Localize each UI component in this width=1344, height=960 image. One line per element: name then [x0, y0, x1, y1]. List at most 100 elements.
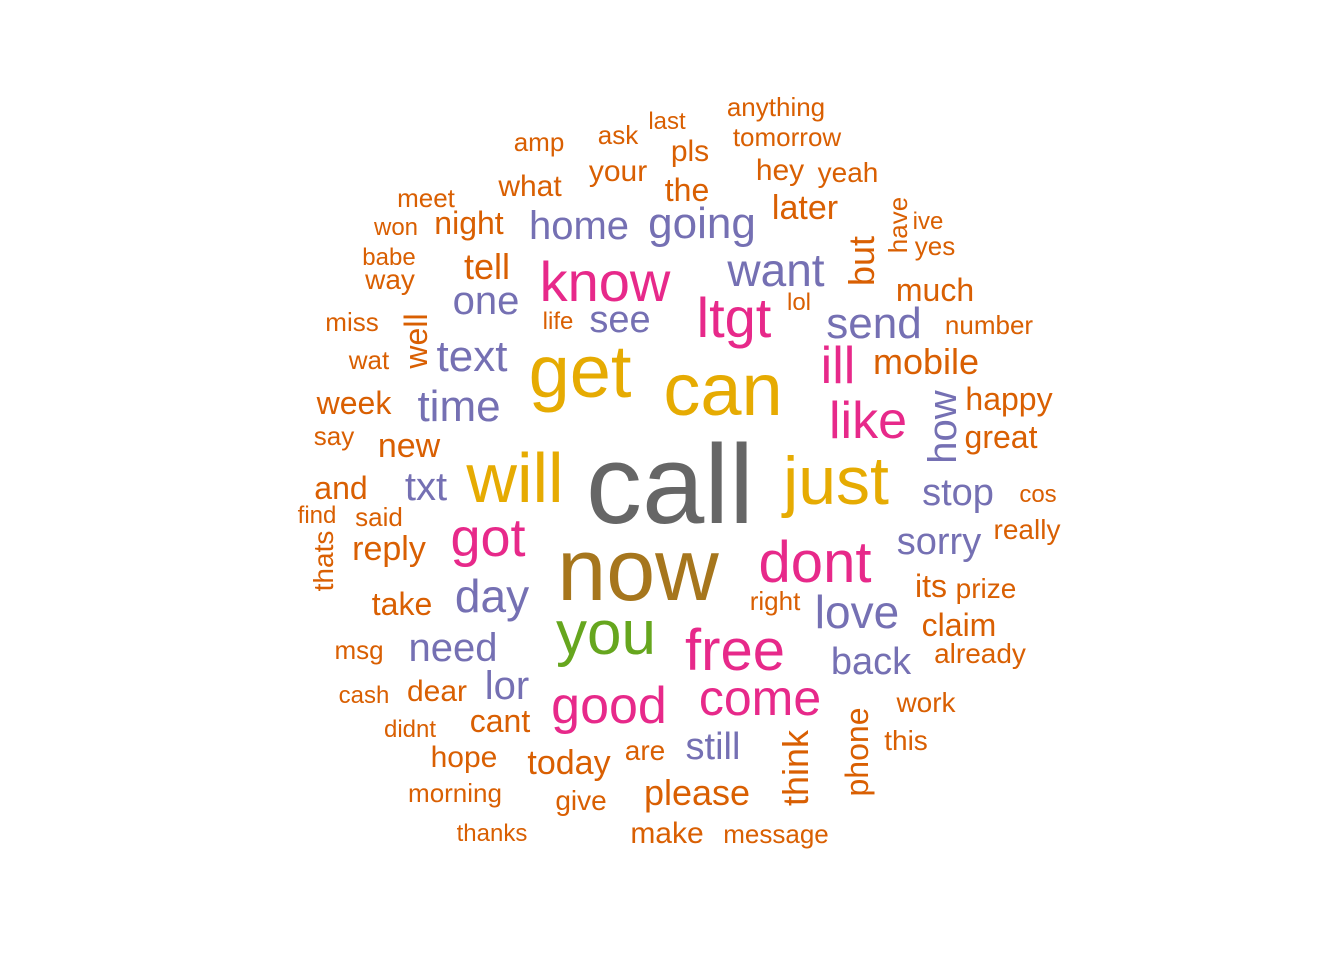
word-have: have [883, 196, 913, 254]
word-number: number [944, 310, 1034, 340]
word-anything: anything [726, 92, 826, 122]
word-cos: cos [1019, 481, 1057, 508]
word-are: are [624, 735, 666, 766]
word-day: day [454, 570, 530, 622]
word-claim: claim [921, 607, 997, 643]
word-its: its [915, 568, 947, 604]
word-going: going [648, 199, 756, 248]
word-now: now [557, 520, 719, 619]
word-cant: cant [469, 703, 531, 739]
word-right: right [749, 586, 801, 616]
word-already: already [934, 638, 1026, 669]
word-tell: tell [463, 246, 511, 287]
word-today: today [527, 744, 611, 782]
word-night: night [434, 205, 504, 241]
word-babe: babe [362, 244, 416, 271]
word-how: how [921, 390, 965, 464]
word-say: say [313, 421, 355, 451]
word-dont: dont [758, 530, 872, 595]
word-hey: hey [755, 154, 805, 187]
word-think: think [775, 729, 816, 807]
word-pls: pls [670, 135, 710, 168]
word-make: make [630, 817, 704, 850]
word-ive: ive [912, 208, 944, 235]
word-find: find [297, 502, 337, 529]
word-morning: morning [408, 778, 502, 808]
word-need: need [408, 626, 498, 670]
word-won: won [373, 214, 419, 241]
word-still: still [685, 726, 741, 768]
word-meet: meet [397, 183, 455, 213]
word-ltgt: ltgt [696, 286, 772, 349]
word-home: home [528, 204, 630, 248]
word-dear: dear [406, 675, 468, 708]
word-life: life [542, 308, 574, 335]
word-will: will [466, 439, 564, 517]
word-one: one [452, 279, 520, 323]
word-sorry: sorry [896, 521, 982, 563]
word-ask: ask [597, 120, 639, 150]
word-this: this [884, 725, 928, 756]
word-msg: msg [334, 635, 384, 665]
word-free: free [685, 618, 785, 683]
word-time: time [417, 382, 501, 431]
word-love: love [814, 586, 900, 638]
word-ill: ill [820, 337, 856, 395]
word-later: later [771, 189, 839, 227]
word-amp: amp [513, 127, 565, 157]
word-lol: lol [786, 289, 812, 316]
word-really: really [993, 514, 1061, 545]
word-call: call [585, 422, 755, 547]
word-way: way [365, 264, 415, 295]
word-new: new [377, 427, 441, 465]
word-your: your [588, 155, 648, 188]
word-yeah: yeah [817, 157, 879, 188]
word-but: but [841, 235, 882, 287]
word-thats: thats [308, 530, 339, 592]
word-well: well [398, 313, 434, 369]
word-week: week [316, 385, 392, 421]
word-you: you [556, 599, 656, 668]
word-see: see [589, 299, 651, 341]
word-just: just [783, 443, 889, 519]
word-prize: prize [955, 573, 1017, 604]
word-good: good [551, 677, 667, 735]
word-can: can [663, 348, 783, 431]
word-thanks: thanks [456, 820, 528, 847]
word-wat: wat [348, 345, 390, 375]
word-please: please [643, 772, 751, 813]
word-give: give [555, 785, 607, 816]
word-send: send [826, 299, 922, 348]
word-come: come [698, 670, 822, 726]
word-yes: yes [914, 231, 956, 261]
word-hope: hope [430, 741, 498, 774]
word-mobile: mobile [872, 341, 980, 382]
word-miss: miss [325, 307, 379, 337]
word-back: back [830, 641, 912, 683]
word-much: much [895, 272, 975, 308]
word-tomorrow: tomorrow [732, 122, 842, 152]
word-and: and [314, 470, 368, 506]
word-what: what [498, 170, 562, 203]
word-great: great [964, 419, 1038, 455]
word-get: get [528, 330, 632, 413]
word-said: said [355, 502, 403, 532]
word-the: the [664, 172, 710, 208]
word-got: got [450, 508, 526, 568]
word-phone: phone [839, 707, 875, 797]
word-text: text [436, 332, 508, 381]
word-want: want [727, 244, 825, 296]
word-last: last [648, 108, 686, 135]
word-work: work [896, 687, 956, 718]
word-txt: txt [404, 465, 448, 509]
word-happy: happy [965, 381, 1053, 417]
word-cash: cash [338, 682, 390, 709]
word-reply: reply [352, 530, 426, 568]
word-lor: lor [484, 664, 530, 708]
word-stop: stop [922, 472, 994, 514]
word-like: like [828, 392, 908, 450]
word-take: take [371, 586, 433, 622]
word-didnt: didnt [383, 716, 437, 743]
word-message: message [723, 819, 829, 849]
